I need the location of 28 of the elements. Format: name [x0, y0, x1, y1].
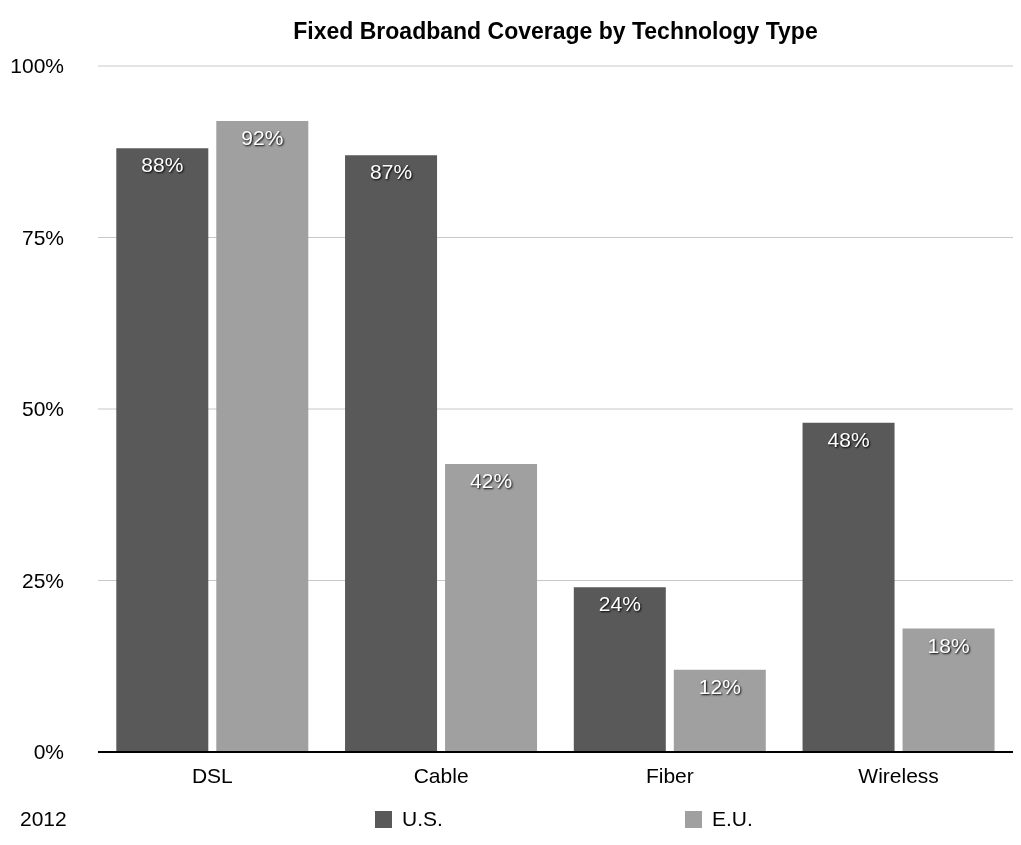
data-label: 92% — [241, 125, 284, 149]
y-tick-label: 0% — [33, 740, 64, 764]
bar — [573, 587, 666, 752]
data-label: 24% — [598, 592, 641, 616]
text: 2012 — [20, 807, 67, 830]
bar — [345, 155, 438, 752]
y-tick-label: 75% — [21, 225, 64, 249]
y-tick-label: 100% — [10, 54, 64, 78]
y-tick-label: 25% — [21, 568, 64, 592]
chart-title: Fixed Broadband Coverage by Technology Type — [292, 17, 819, 46]
x-tick-label: DSL — [191, 763, 233, 787]
bar — [902, 628, 995, 752]
bar — [445, 463, 538, 752]
data-label: 48% — [827, 427, 870, 451]
data-label: 42% — [470, 468, 513, 492]
data-label: 87% — [370, 160, 413, 184]
data-label: 18% — [927, 633, 970, 657]
bar — [802, 422, 895, 752]
y-tick-label: 50% — [21, 397, 64, 421]
x-tick-label: Cable — [413, 763, 469, 787]
data-label: 88% — [141, 153, 184, 177]
bar — [216, 120, 309, 752]
legend-label: E.U. — [712, 807, 753, 831]
x-tick-label: Fiber — [645, 763, 694, 787]
x-tick-label: Wireless — [858, 763, 939, 787]
legend-label: U.S. — [402, 807, 443, 831]
data-label: 12% — [698, 674, 741, 698]
bar — [116, 148, 209, 752]
